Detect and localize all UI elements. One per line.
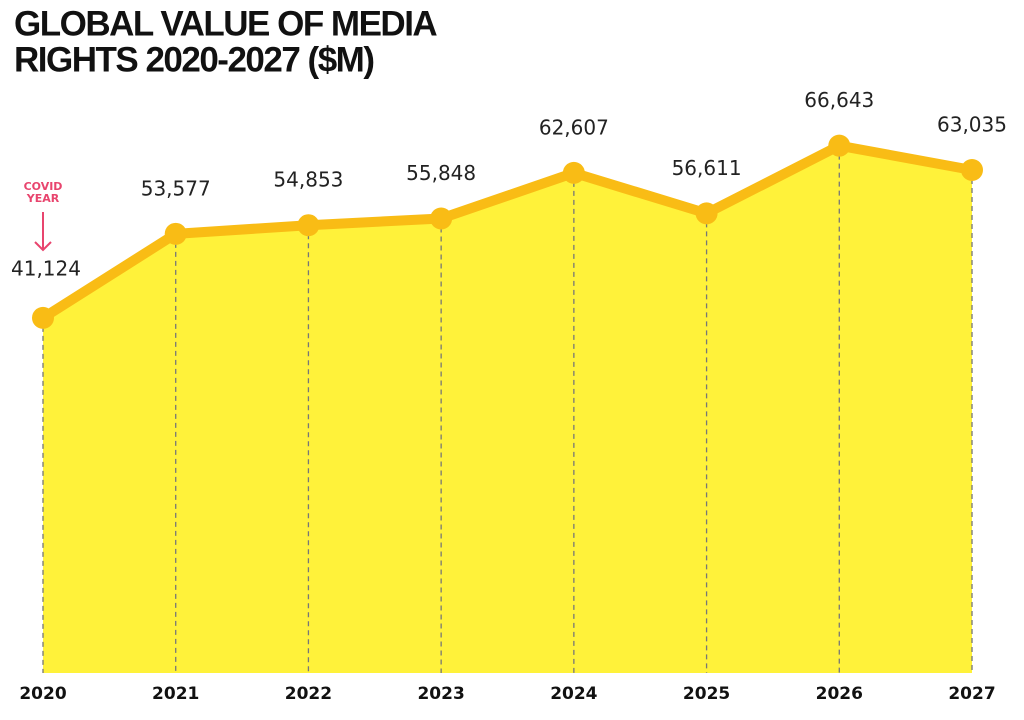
point: [430, 207, 453, 230]
line: [40, 140, 973, 323]
value-label: 63,035: [937, 113, 1007, 137]
annotation: COVID: [24, 180, 63, 193]
annotation: YEAR: [26, 192, 60, 205]
x-tick-label: 2027: [948, 684, 995, 704]
point: [164, 222, 187, 245]
value-label: 55,848: [406, 161, 476, 185]
annotation-arrow: [34, 212, 52, 252]
value-label: 54,853: [273, 168, 343, 192]
chart-title: RIGHTS 2020-2027 ($M): [14, 40, 373, 79]
x-tick-label: 2020: [19, 684, 66, 704]
point: [828, 134, 851, 157]
x-tick-label: 2022: [285, 684, 332, 704]
value-label: 53,577: [141, 176, 211, 200]
chart-title: GLOBAL VALUE OF MEDIA: [14, 4, 437, 43]
x-tick-label: 2025: [683, 684, 730, 704]
point: [32, 306, 54, 329]
x-tick-label: 2024: [550, 684, 597, 704]
x-tick-label: 2026: [816, 684, 863, 704]
value-label: 62,607: [539, 115, 609, 139]
point: [695, 202, 718, 225]
value-label: 66,643: [804, 88, 874, 112]
x-tick-label: 2021: [152, 684, 199, 704]
area: [43, 145, 972, 673]
value-label: 56,611: [672, 156, 742, 180]
x-tick-label: 2023: [417, 684, 464, 704]
point: [961, 159, 983, 182]
point: [297, 214, 320, 237]
value-label: 41,124: [11, 256, 81, 280]
point: [562, 161, 585, 184]
